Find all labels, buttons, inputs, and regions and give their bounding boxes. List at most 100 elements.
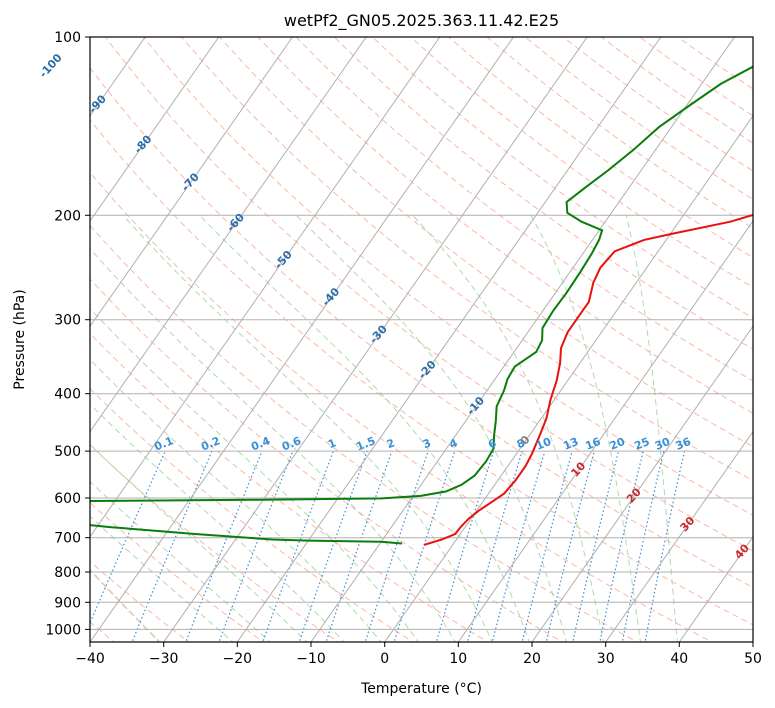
isotherm-label: -100: [37, 51, 65, 80]
chart-title: wetPf2_GN05.2025.363.11.42.E25: [284, 11, 559, 31]
x-tick-label: 30: [597, 651, 615, 667]
moist-adiabat: [90, 403, 345, 642]
mixing-ratio-label: 25: [632, 435, 651, 453]
mixing-ratio-label: 13: [561, 435, 580, 453]
dry-adiabat: [295, 37, 753, 382]
y-tick-label: 700: [54, 531, 81, 547]
mixing-ratio-line: [545, 450, 595, 642]
mixing-ratio-label: 8: [515, 436, 527, 451]
mixing-ratio-line: [90, 450, 166, 625]
isotherm: [531, 325, 753, 642]
x-tick-label: 0: [380, 651, 389, 667]
mixing-ratio-line: [599, 450, 644, 642]
mixing-ratio-label: 10: [534, 435, 553, 453]
mixing-ratio-label: 30: [653, 435, 672, 453]
x-tick-label: −20: [223, 651, 253, 667]
y-tick-label: 300: [54, 313, 81, 329]
sounding-traces: [90, 65, 753, 546]
mixing-ratio-line: [572, 450, 620, 642]
isotherm: [90, 37, 293, 328]
moist-adiabat: [199, 214, 530, 642]
mixing-ratio-line: [131, 450, 213, 642]
moist-adiabat: [90, 443, 308, 642]
isotherm: [384, 114, 753, 642]
mixing-ratio-label: 4: [448, 436, 460, 451]
x-tick-label: 10: [449, 651, 467, 667]
dry-adiabat: [410, 37, 753, 289]
isotherm: [678, 535, 753, 642]
isotherm-label: -40: [319, 285, 342, 309]
y-axis-label: Pressure (hPa): [12, 289, 28, 389]
mixing-ratio-line: [262, 450, 334, 642]
mixing-ratio-label: 3: [421, 436, 433, 451]
moist-adiabat: [90, 515, 234, 642]
dry-adiabat: [90, 119, 753, 626]
x-tick-label: 50: [744, 651, 762, 667]
line-labels: 0.1 0.2 0.4 0.6 1 1.5 2 3 4 6 8 10 13 16 20 25 30 36-100-…: [37, 51, 753, 562]
dry-adiabat: [181, 37, 753, 482]
isotherm-label: -80: [132, 132, 155, 156]
mixing-ratio-label: 36: [674, 435, 693, 453]
isotherm-label: -50: [272, 248, 295, 272]
isotherm-label: -10: [464, 394, 487, 418]
moist-adiabat: [625, 215, 678, 642]
dry-adiabat: [448, 37, 753, 259]
isotherm-label: 40: [732, 541, 752, 561]
isotherm-label: -70: [179, 170, 202, 194]
x-tick-label: 40: [670, 651, 688, 667]
dry-adiabat: [677, 37, 753, 90]
moist-adiabat: [295, 214, 568, 642]
dry-adiabat: [90, 388, 414, 642]
axis-ticks: −40 −30 −20 −10 0 10 20 30 40 50 100 200 300 400 500 60…: [45, 30, 762, 667]
isotherm: [163, 37, 588, 642]
x-tick-label: −30: [149, 651, 179, 667]
dry-adiabat: [257, 37, 753, 414]
dry-adiabat: [90, 171, 713, 642]
x-axis-label: Temperature (°C): [360, 681, 482, 697]
dewpoint-line: [90, 65, 753, 545]
isotherm-label: 20: [624, 485, 644, 505]
x-tick-label: −40: [75, 651, 105, 667]
mixing-ratio-line: [521, 450, 573, 642]
pressure-grid: [0, 37, 753, 642]
mixing-ratio-line: [621, 450, 665, 642]
isotherm: [90, 37, 514, 642]
mixing-ratio-line: [298, 450, 368, 642]
x-tick-label: 20: [523, 651, 541, 667]
background-lines: [90, 37, 753, 642]
mixing-ratio-label: 1: [326, 436, 338, 451]
isotherm: [236, 37, 662, 642]
y-tick-label: 900: [54, 595, 81, 611]
mixing-ratio-label: 2: [385, 436, 397, 451]
isotherm: [90, 37, 441, 538]
mixing-ratio-line: [218, 450, 294, 642]
y-tick-label: 600: [54, 491, 81, 507]
isotherm: [605, 430, 753, 642]
isotherm: [90, 37, 367, 433]
dry-adiabat: [143, 37, 753, 516]
mixing-ratio-label: 20: [608, 435, 627, 453]
dry-adiabat: [372, 37, 753, 319]
mixing-ratio-line: [466, 450, 523, 642]
y-tick-label: 1000: [45, 622, 81, 638]
isotherm: [0, 37, 72, 642]
mixing-ratio-line: [364, 450, 429, 642]
dry-adiabat: [333, 37, 753, 350]
plot-frame: [89, 36, 754, 643]
dry-adiabat: [104, 37, 753, 552]
mixing-ratio-line: [185, 450, 263, 642]
isotherm: [90, 37, 220, 222]
x-tick-label: −10: [296, 651, 326, 667]
isotherm: [752, 641, 753, 642]
y-tick-label: 200: [54, 208, 81, 224]
dry-adiabat: [639, 37, 753, 117]
dry-adiabat: [219, 37, 753, 448]
moist-adiabat: [530, 215, 642, 642]
isotherm: [457, 220, 753, 642]
y-tick-label: 100: [54, 30, 81, 46]
isotherm-label: 30: [678, 514, 698, 534]
mixing-ratio-line: [644, 450, 686, 642]
moist-adiabat: [90, 247, 456, 642]
dry-adiabat: [90, 332, 489, 642]
